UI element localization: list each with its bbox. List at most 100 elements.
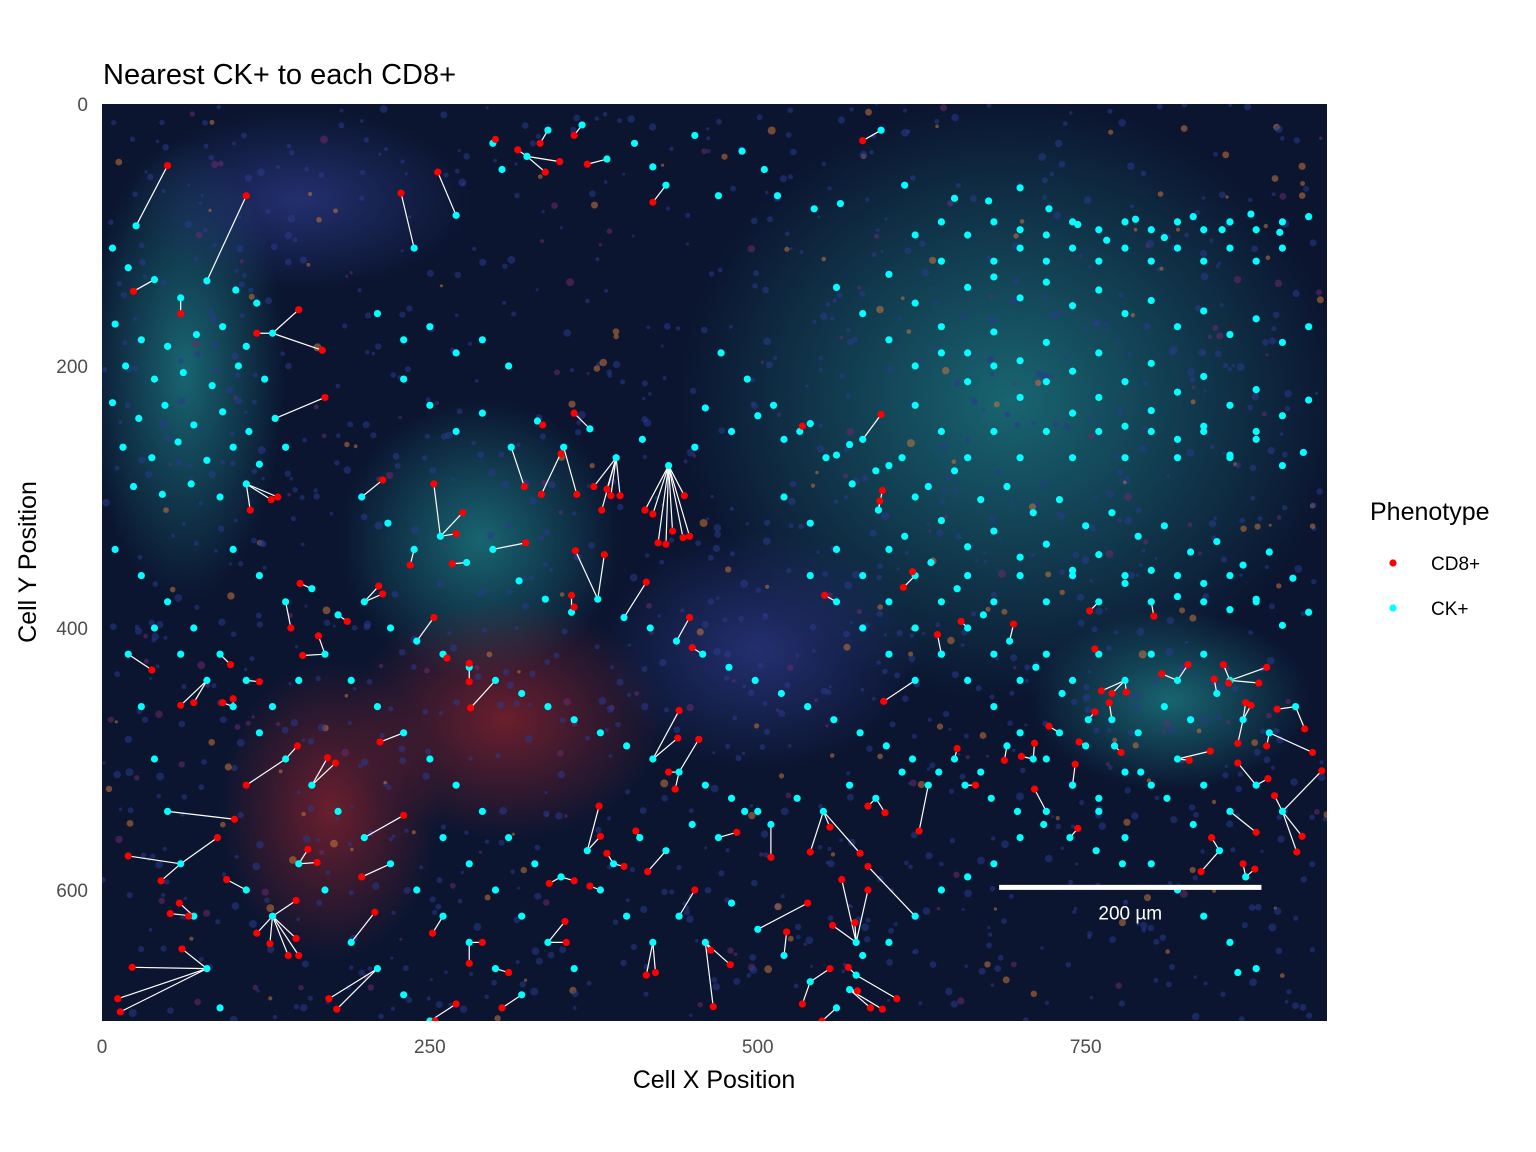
tissue-nucleus <box>429 467 437 474</box>
ck-point <box>845 985 854 994</box>
tissue-nucleus <box>657 614 661 618</box>
tissue-nucleus <box>606 228 613 234</box>
tissue-nucleus <box>299 1003 308 1012</box>
tissue-nucleus <box>1200 849 1205 854</box>
tissue-nucleus <box>1202 593 1210 600</box>
tissue-nucleus <box>463 153 470 160</box>
tissue-nucleus <box>1116 407 1124 415</box>
ck-point <box>515 577 523 585</box>
tissue-nucleus <box>543 899 550 906</box>
cd8-point <box>680 492 688 500</box>
nearest-link <box>644 465 670 511</box>
tissue-nucleus <box>830 316 835 321</box>
ck-point <box>937 886 946 894</box>
tissue-nucleus <box>559 946 567 954</box>
tissue-nucleus <box>261 476 265 481</box>
cd8-point <box>1252 828 1260 836</box>
ck-point <box>190 912 198 920</box>
tissue-nucleus <box>629 866 636 873</box>
ck-point <box>1252 435 1260 443</box>
tissue-nucleus <box>1019 219 1025 224</box>
tissue-nucleus <box>951 113 959 122</box>
tissue-nucleus <box>510 869 516 874</box>
cd8-point <box>1225 679 1233 687</box>
tissue-nucleus <box>1063 423 1070 430</box>
tissue-nucleus <box>932 300 938 306</box>
tissue-nucleus <box>910 831 918 839</box>
ck-point <box>927 558 935 567</box>
tissue-nucleus <box>1247 404 1254 411</box>
ck-point <box>489 545 497 554</box>
ck-point <box>964 283 972 291</box>
tissue-nucleus <box>1072 551 1080 559</box>
cd8-point <box>397 189 405 197</box>
tissue-nucleus <box>881 512 890 521</box>
ck-point <box>179 368 187 377</box>
tissue-nucleus <box>1059 569 1066 576</box>
tissue-nucleus <box>784 682 791 689</box>
tissue-nucleus <box>1263 756 1271 764</box>
ck-point <box>190 421 198 429</box>
nearest-link <box>245 483 272 501</box>
ck-point <box>1068 302 1077 310</box>
tissue-nucleus <box>529 497 537 505</box>
tissue-nucleus <box>151 632 159 641</box>
tissue-nucleus <box>1322 816 1327 822</box>
ck-point <box>282 443 290 451</box>
ck-point <box>1003 742 1011 750</box>
ck-point <box>664 461 673 470</box>
tissue-nucleus <box>1001 918 1007 924</box>
tissue-nucleus <box>511 832 515 836</box>
ck-point <box>1134 532 1142 540</box>
tissue-nucleus <box>378 1013 384 1019</box>
tissue-nucleus <box>810 483 816 488</box>
tissue-nucleus <box>235 372 241 378</box>
tissue-nucleus <box>1292 1002 1299 1010</box>
cd8-point <box>219 699 227 707</box>
ck-point <box>1095 226 1103 234</box>
tissue-nucleus <box>237 811 244 819</box>
ck-point <box>1147 860 1155 868</box>
tissue-nucleus <box>454 168 460 174</box>
tissue-nucleus <box>516 442 521 448</box>
ck-point <box>1291 703 1300 711</box>
cd8-point <box>570 877 578 885</box>
tissue-nucleus <box>313 404 319 410</box>
ck-point <box>491 886 500 894</box>
tissue-nucleus <box>1056 511 1065 520</box>
ck-point <box>1218 226 1226 234</box>
tissue-nucleus <box>1045 854 1053 863</box>
ck-point <box>777 689 785 698</box>
cd8-point <box>590 482 598 491</box>
x-tick-label: 0 <box>97 1037 108 1058</box>
cd8-point <box>688 644 696 652</box>
cd8-point <box>1270 792 1279 800</box>
tissue-nucleus <box>439 711 443 716</box>
ck-point <box>937 323 946 331</box>
ck-point <box>1121 454 1129 462</box>
cd8-point <box>333 1005 341 1013</box>
tissue-region <box>130 110 470 290</box>
tissue-nucleus <box>843 643 851 651</box>
tissue-nucleus <box>730 185 736 192</box>
tissue-nucleus <box>927 478 932 484</box>
tissue-nucleus <box>498 451 505 458</box>
tissue-nucleus <box>1004 411 1011 418</box>
ck-point <box>990 427 998 436</box>
tissue-nucleus <box>759 852 764 857</box>
tissue-nucleus <box>1238 1016 1245 1021</box>
tissue-nucleus <box>985 606 991 612</box>
tissue-nucleus <box>759 744 766 750</box>
tissue-nucleus <box>514 626 520 631</box>
ck-point <box>1016 294 1024 302</box>
tissue-nucleus <box>793 983 799 989</box>
nearest-link <box>272 332 323 351</box>
tissue-nucleus <box>1266 656 1275 665</box>
ck-point <box>636 834 644 842</box>
tissue-nucleus <box>435 903 442 910</box>
tissue-nucleus <box>1249 464 1257 472</box>
tissue-nucleus <box>1203 981 1208 986</box>
tissue-nucleus <box>1264 564 1270 570</box>
cd8-point <box>379 476 387 484</box>
tissue-nucleus <box>234 268 239 273</box>
